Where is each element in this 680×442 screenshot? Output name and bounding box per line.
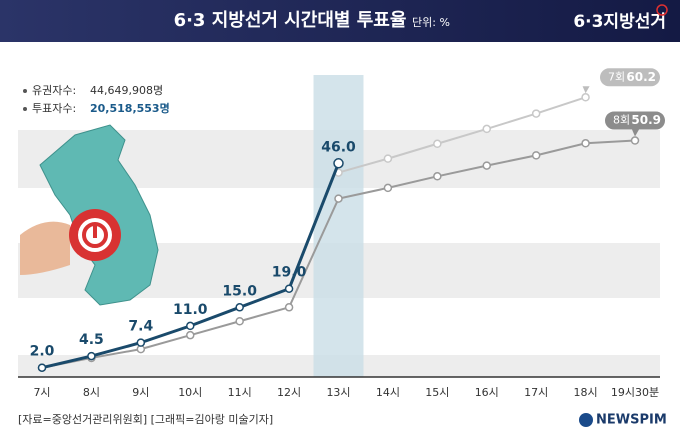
point <box>482 124 491 134</box>
point <box>87 351 96 361</box>
point <box>37 363 47 372</box>
x-tick-label: 19시30분 <box>611 386 659 399</box>
map-illustration <box>20 124 159 306</box>
x-tick-label: 10시 <box>178 386 202 399</box>
label-pointer <box>632 129 639 137</box>
series-name: 7회 <box>608 70 625 83</box>
value-label: 50.9 <box>631 113 661 127</box>
x-tick-label: 18시 <box>574 386 598 399</box>
point <box>531 151 541 160</box>
value-label: 11.0 <box>173 302 208 318</box>
point <box>383 154 393 163</box>
point <box>581 93 590 102</box>
point <box>334 194 343 203</box>
label-pointer <box>582 86 590 94</box>
point <box>284 303 294 312</box>
value-label: 15.0 <box>222 283 257 299</box>
x-tick-label: 11시 <box>228 386 252 399</box>
brand: NEWSPIM <box>596 413 667 428</box>
series-line <box>338 96 586 174</box>
bullet <box>23 107 27 111</box>
point <box>235 303 244 312</box>
point <box>383 183 393 193</box>
series-name: 8회 <box>613 114 630 127</box>
logo: 6·3지방선거 <box>573 12 666 32</box>
x-tick-label: 16시 <box>475 386 499 399</box>
x-tick-label: 8시 <box>83 386 100 399</box>
voters-value: 44,649,908명 <box>90 84 163 97</box>
point <box>186 321 195 331</box>
brand-mark <box>579 413 593 427</box>
point <box>284 284 294 293</box>
header-bar <box>0 0 680 42</box>
value-label: 7.4 <box>128 319 153 335</box>
highlight-column <box>313 75 364 377</box>
x-tick-label: 15시 <box>425 386 449 399</box>
point <box>333 158 344 169</box>
value-label: 60.2 <box>626 70 656 84</box>
x-tick-label: 12시 <box>277 386 301 399</box>
turnout-value: 20,518,553명 <box>90 101 170 115</box>
x-tick-label: 13시 <box>326 386 350 399</box>
point <box>482 161 491 170</box>
point <box>136 338 146 347</box>
value-label: 2.0 <box>30 344 55 360</box>
value-label: 46.0 <box>321 139 356 155</box>
plot: 7시 8시 9시 10시 11시 12시 13시 14시 15시 16시 17시 18시 19시30분 8… <box>18 68 665 399</box>
value-label: 19.0 <box>272 265 307 281</box>
x-tick-label: 9시 <box>132 386 149 399</box>
value-label: 4.5 <box>79 332 104 348</box>
label-box <box>605 111 665 130</box>
point <box>433 139 442 149</box>
unit: 단위: % <box>412 16 450 29</box>
logo-mark <box>656 4 668 16</box>
x-tick-label: 17시 <box>524 386 548 399</box>
point <box>581 139 590 148</box>
point <box>186 330 195 340</box>
title: 6·3 지방선거 시간대별 투표율 <box>174 10 407 31</box>
x-tick-label: 7시 <box>33 386 50 399</box>
point <box>433 172 442 181</box>
voters-label: 유권자수: <box>32 84 76 97</box>
source: [자료=중앙선거관리위원회] [그래픽=김아랑 미술기자] <box>18 413 273 426</box>
bullet <box>23 89 27 93</box>
point <box>531 109 541 118</box>
x-tick-label: 14시 <box>376 386 400 399</box>
point <box>630 136 640 145</box>
turnout-label: 투표자수: <box>32 102 76 115</box>
point <box>235 316 244 326</box>
label-box <box>600 68 660 87</box>
